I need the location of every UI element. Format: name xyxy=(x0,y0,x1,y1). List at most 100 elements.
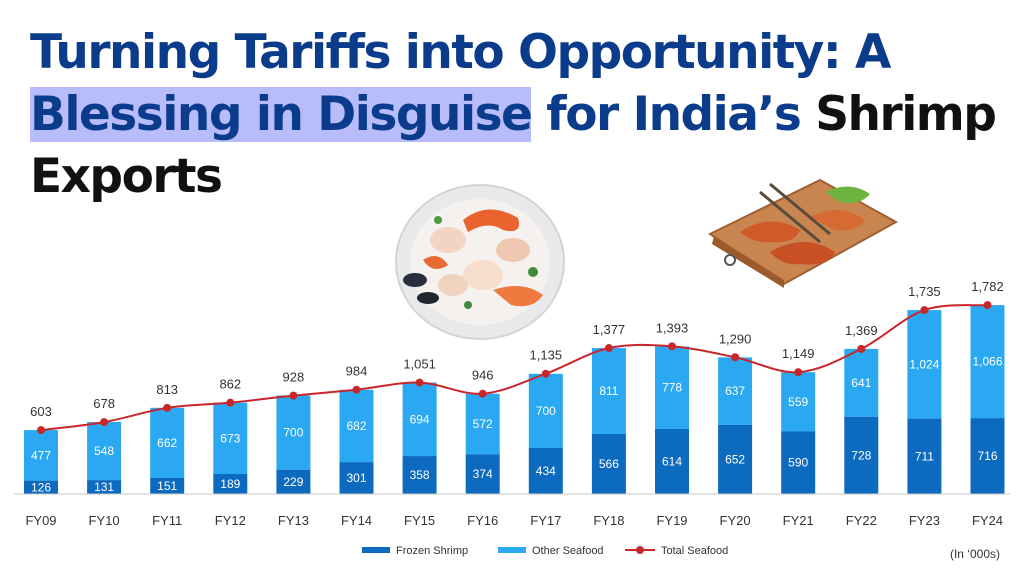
other-seafood-bar xyxy=(844,348,879,417)
frozen-shrimp-bar xyxy=(907,418,942,494)
other-seafood-bar xyxy=(591,348,626,435)
other-seafood-bar xyxy=(150,407,185,478)
x-tick-label: FY09 xyxy=(25,513,56,528)
frozen-shrimp-label: 434 xyxy=(536,464,556,478)
frozen-shrimp-bar xyxy=(528,447,563,494)
frozen-shrimp-bar xyxy=(655,428,689,494)
page-title: Turning Tariffs into Opportunity: A Bles… xyxy=(30,22,1020,208)
other-seafood-bar xyxy=(970,305,1005,419)
x-tick-label: FY16 xyxy=(467,513,498,528)
total-seafood-label: 813 xyxy=(156,382,178,397)
other-seafood-label: 662 xyxy=(157,436,177,450)
other-seafood-bar xyxy=(87,422,122,481)
frozen-shrimp-label: 711 xyxy=(915,449,934,463)
title-dark-part: Shrimp Exports xyxy=(30,87,997,204)
frozen-shrimp-label: 590 xyxy=(788,456,808,470)
other-seafood-label: 700 xyxy=(536,404,556,418)
frozen-shrimp-bar xyxy=(150,477,185,494)
frozen-shrimp-label: 126 xyxy=(31,480,51,494)
other-seafood-bar xyxy=(907,310,942,419)
total-seafood-point xyxy=(415,378,424,387)
frozen-shrimp-label: 614 xyxy=(662,454,682,468)
frozen-shrimp-label: 358 xyxy=(410,468,430,482)
total-seafood-point xyxy=(604,344,613,353)
frozen-shrimp-label: 301 xyxy=(346,471,366,485)
other-seafood-label: 637 xyxy=(725,384,745,398)
x-tick-label: FY23 xyxy=(909,513,940,528)
frozen-shrimp-bar xyxy=(276,469,311,494)
frozen-shrimp-bar xyxy=(718,424,753,494)
other-seafood-label: 700 xyxy=(283,426,303,440)
other-seafood-label: 694 xyxy=(410,412,430,426)
other-seafood-label: 1,024 xyxy=(909,357,939,371)
total-seafood-point xyxy=(920,306,929,315)
x-tick-label: FY19 xyxy=(656,513,687,528)
other-seafood-bar xyxy=(718,357,753,425)
frozen-shrimp-label: 131 xyxy=(94,480,114,494)
x-tick-label: FY15 xyxy=(404,513,435,528)
other-seafood-label: 1,066 xyxy=(972,355,1002,369)
total-seafood-label: 1,051 xyxy=(403,357,436,372)
grilled-shrimp-board-image xyxy=(708,178,899,288)
x-tick-label: FY20 xyxy=(720,513,751,528)
total-seafood-point xyxy=(668,342,676,351)
total-seafood-label: 1,377 xyxy=(593,322,626,337)
frozen-shrimp-bar xyxy=(402,456,437,494)
x-tick-label: FY17 xyxy=(530,513,561,528)
frozen-shrimp-bar xyxy=(781,431,816,494)
other-seafood-bar xyxy=(213,402,248,474)
x-tick-label: FY10 xyxy=(89,513,120,528)
other-seafood-bar xyxy=(276,395,311,470)
frozen-shrimp-bar xyxy=(844,416,879,494)
x-tick-label: FY21 xyxy=(783,513,814,528)
legend-total-seafood-label: Total Seafood xyxy=(661,545,728,557)
other-seafood-bar xyxy=(655,346,689,429)
other-seafood-bar xyxy=(339,389,374,463)
x-tick-label: FY22 xyxy=(846,513,877,528)
total-seafood-label: 1,290 xyxy=(719,331,752,346)
total-seafood-label: 1,135 xyxy=(530,348,563,363)
other-seafood-label: 559 xyxy=(788,395,808,409)
frozen-shrimp-bar xyxy=(213,473,248,494)
x-tick-label: FY24 xyxy=(972,513,1003,528)
total-seafood-point xyxy=(163,403,172,412)
legend-total-seafood-marker xyxy=(636,546,644,554)
other-seafood-bar xyxy=(24,430,58,481)
total-seafood-point xyxy=(794,368,803,377)
total-seafood-label: 1,369 xyxy=(845,323,878,338)
legend-frozen-shrimp-swatch xyxy=(362,547,390,553)
total-seafood-line xyxy=(40,304,988,432)
legend-other-seafood-label: Other Seafood xyxy=(532,545,604,557)
frozen-shrimp-label: 652 xyxy=(725,452,745,466)
total-seafood-label: 1,149 xyxy=(782,346,815,361)
frozen-shrimp-label: 566 xyxy=(599,457,619,471)
total-seafood-label: 928 xyxy=(283,370,305,385)
total-seafood-point xyxy=(352,385,361,394)
frozen-shrimp-label: 229 xyxy=(283,475,303,489)
x-tick-label: FY12 xyxy=(215,513,246,528)
frozen-shrimp-label: 374 xyxy=(473,467,493,481)
total-seafood-point xyxy=(731,353,740,362)
total-seafood-label: 862 xyxy=(219,377,241,392)
frozen-shrimp-bar xyxy=(591,434,626,494)
total-seafood-label: 1,393 xyxy=(656,320,689,335)
other-seafood-label: 641 xyxy=(851,376,871,390)
frozen-shrimp-bar xyxy=(87,480,122,494)
frozen-shrimp-bar xyxy=(465,454,500,494)
x-tick-label: FY11 xyxy=(152,513,182,528)
other-seafood-label: 548 xyxy=(94,444,114,458)
frozen-shrimp-label: 728 xyxy=(851,448,871,462)
total-seafood-point xyxy=(983,301,992,310)
title-part-2: for India’s xyxy=(531,87,816,142)
title-highlight: Blessing in Disguise xyxy=(30,87,533,142)
legend-frozen-shrimp-label: Frozen Shrimp xyxy=(396,545,468,557)
other-seafood-label: 572 xyxy=(473,417,493,431)
other-seafood-bar xyxy=(465,393,500,455)
other-seafood-label: 682 xyxy=(346,419,366,433)
total-seafood-point xyxy=(857,344,866,353)
other-seafood-bar xyxy=(402,382,437,457)
other-seafood-bar xyxy=(528,373,563,448)
total-seafood-point xyxy=(100,418,109,427)
total-seafood-point xyxy=(541,369,550,378)
